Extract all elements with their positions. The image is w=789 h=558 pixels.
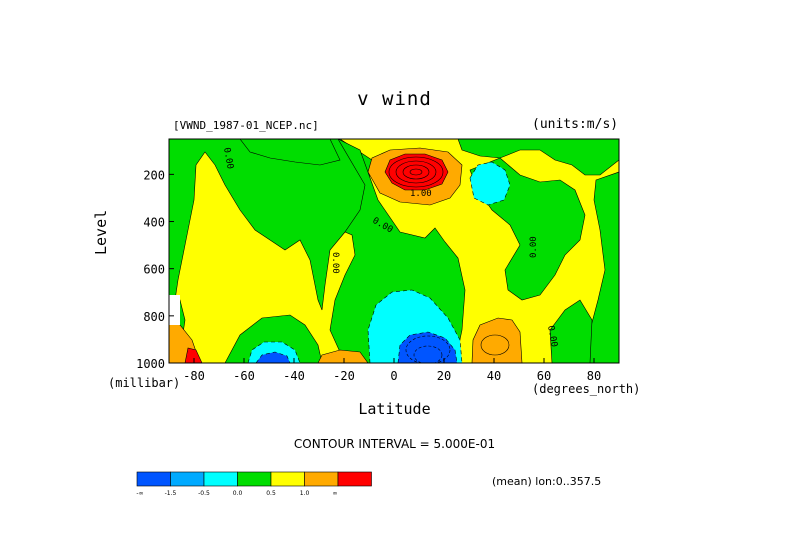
- x-tick-label: 0: [390, 369, 397, 383]
- x-tick-label: 40: [487, 369, 501, 383]
- x-axis-unit: (degrees_north): [532, 382, 641, 396]
- colorbar-swatch: [337, 471, 372, 487]
- contour-label: 0.00: [545, 325, 559, 348]
- colorbar-label: -1.5: [165, 490, 177, 497]
- contour-ring: [480, 334, 510, 356]
- y-tick-label: 400: [143, 216, 165, 230]
- file-label: [VWND_1987-01_NCEP.nc]: [173, 119, 319, 132]
- inner-contours: [388, 156, 510, 363]
- colorbar: -∞ -1.5 -0.5 0.0 0.5 1.0 ∞: [136, 471, 372, 497]
- orange-region-south: [317, 349, 369, 363]
- y-tick-label: 1000: [136, 357, 165, 371]
- colorbar-swatch: [170, 471, 205, 487]
- cyan-region-ne: [469, 161, 511, 206]
- contour-ring: [405, 335, 451, 363]
- contour-label: 0.00: [529, 236, 539, 258]
- colorbar-swatch: [136, 471, 171, 487]
- x-tick-label: 20: [437, 369, 451, 383]
- y-tick-label: 800: [143, 310, 165, 324]
- colorbar-swatch: [270, 471, 305, 487]
- green-region-se: [549, 299, 593, 363]
- red-max-sw: [184, 347, 203, 363]
- x-tick-label: 80: [587, 369, 601, 383]
- mean-label: (mean) lon:0..357.5: [492, 475, 602, 488]
- colorbar-label: -∞: [136, 490, 143, 497]
- green-region-east: [457, 139, 619, 176]
- green-region-west-top: [239, 139, 341, 166]
- x-tick-label: -20: [333, 369, 355, 383]
- contour-ring: [388, 156, 444, 188]
- contour-label: 1.00: [410, 189, 432, 199]
- colorbar-label: 1.0: [300, 490, 310, 497]
- contour-field: [169, 139, 619, 363]
- colorbar-label: ∞: [333, 490, 338, 497]
- green-region-far-east: [587, 171, 619, 363]
- contour-ring: [395, 160, 437, 184]
- y-axis: 200 400 600 800 1000: [136, 168, 174, 371]
- x-axis: -80 -60 -40 -20 0 20 40 60 80: [183, 358, 601, 383]
- colorbar-label: -0.5: [198, 490, 210, 497]
- red-max-tropics: [384, 153, 449, 191]
- x-tick-label: 60: [537, 369, 551, 383]
- x-axis-title: Latitude: [358, 400, 431, 418]
- contour-ring: [413, 345, 443, 363]
- contour-interval-label: CONTOUR INTERVAL = 5.000E-01: [293, 437, 496, 451]
- contour-ring: [402, 164, 430, 180]
- contour-label: 0.00: [221, 147, 235, 170]
- x-tick-label: -60: [233, 369, 255, 383]
- colorbar-swatch: [203, 471, 238, 487]
- colorbar-label: 0.5: [266, 490, 276, 497]
- units-label: (units:m/s): [532, 117, 619, 132]
- x-tick-label: -40: [283, 369, 305, 383]
- y-tick-label: 200: [143, 168, 165, 182]
- contour-label: 0.00: [330, 252, 340, 274]
- y-tick-label: 600: [143, 263, 165, 277]
- contour-ring: [409, 168, 423, 176]
- blue-min-south: [255, 351, 291, 363]
- missing-data-patch: [169, 295, 180, 325]
- y-axis-unit: (millibar): [108, 376, 181, 390]
- colorbar-label: 0.0: [233, 490, 243, 497]
- colorbar-swatch: [304, 471, 339, 487]
- x-tick-label: -80: [183, 369, 205, 383]
- chart-title: v wind: [357, 88, 432, 110]
- colorbar-swatch: [237, 471, 272, 487]
